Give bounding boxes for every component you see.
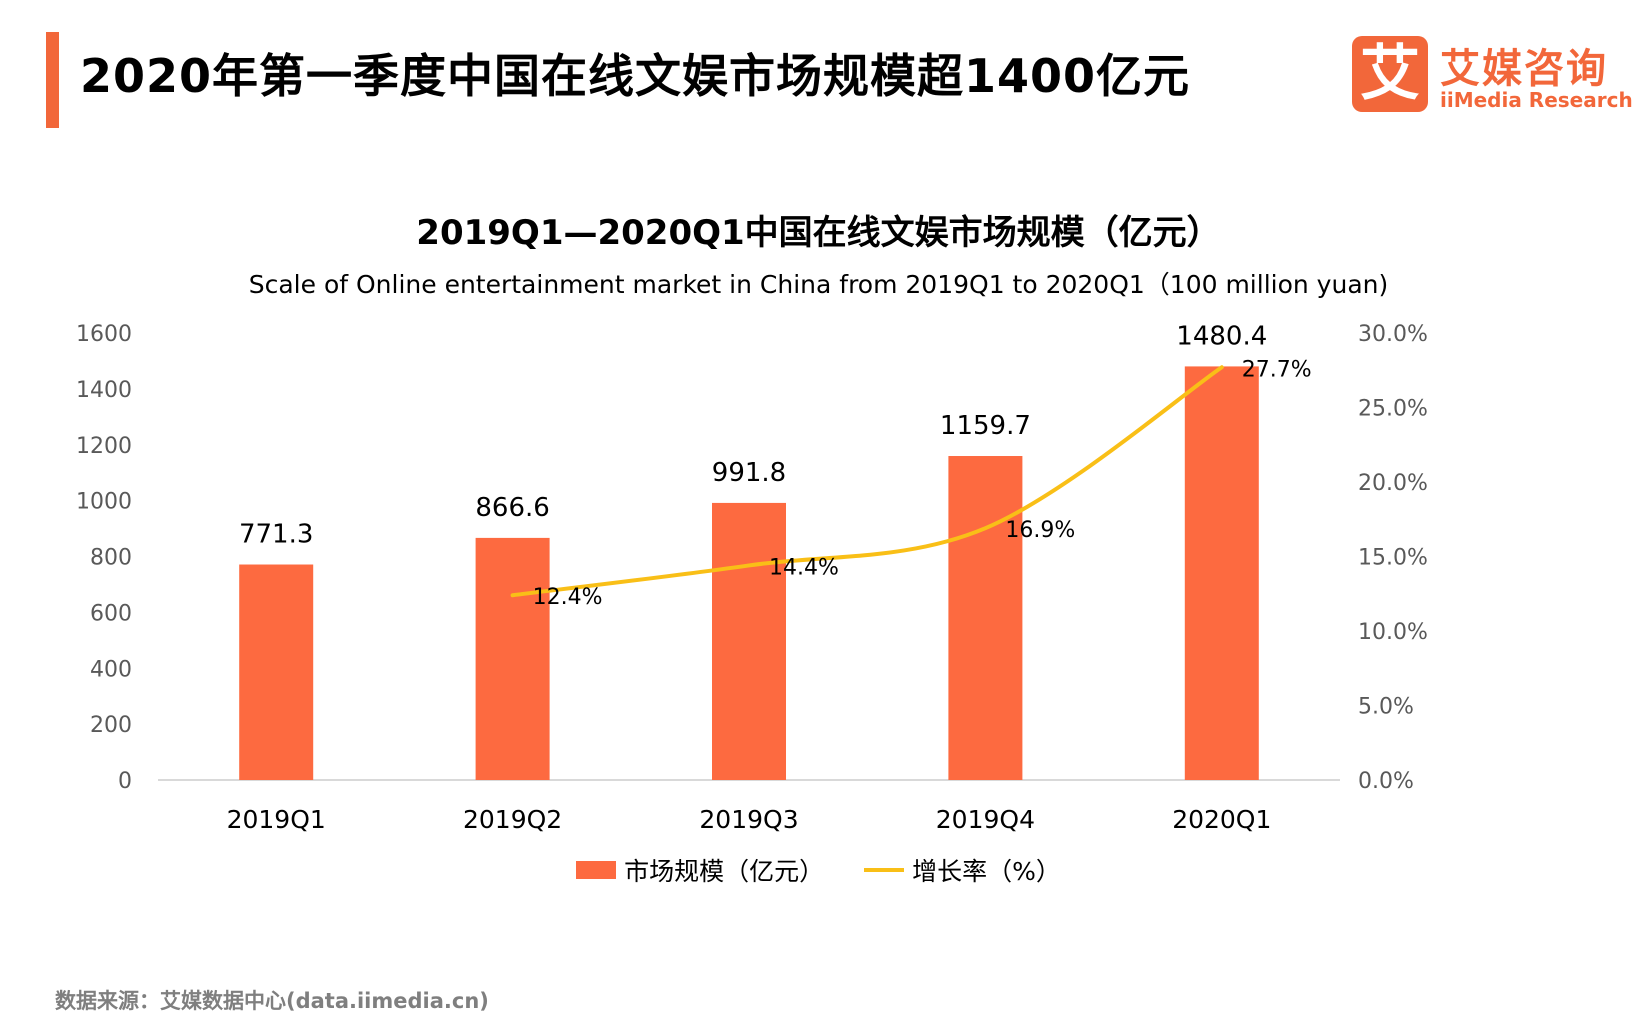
chart-legend: 市场规模（亿元） 增长率（%） (0, 852, 1637, 888)
growth-rate-label: 12.4% (533, 585, 603, 610)
y-right-tick-label: 15.0% (1358, 546, 1428, 571)
chart-title: 2019Q1—2020Q1中国在线文娱市场规模（亿元） (416, 213, 1221, 253)
y-right-tick-label: 10.0% (1358, 620, 1428, 645)
y-right-tick-label: 25.0% (1358, 397, 1428, 422)
bar-value-label: 866.6 (475, 493, 549, 523)
bar-value-label: 1159.7 (940, 411, 1031, 441)
brand-logo: 艾 艾媒咨询 iiMedia Research (1352, 36, 1633, 116)
legend-line-label: 增长率（%） (912, 857, 1061, 886)
y-left-tick-label: 200 (90, 713, 132, 738)
page-headline: 2020年第一季度中国在线文娱市场规模超1400亿元 (80, 49, 1191, 103)
headline-accent-bar (46, 32, 59, 128)
logo-name-cn: 艾媒咨询 (1440, 46, 1608, 92)
data-source: 数据来源：艾媒数据中心(data.iimedia.cn) (55, 989, 489, 1013)
growth-rate-label: 14.4% (769, 555, 839, 580)
y-right-tick-label: 20.0% (1358, 471, 1428, 496)
legend-bar-swatch (576, 861, 617, 879)
logo-mark: 艾 (1352, 36, 1428, 112)
bar-value-label: 771.3 (239, 520, 313, 550)
legend-bar-label: 市场规模（亿元） (624, 857, 825, 886)
y-left-tick-label: 1600 (76, 322, 132, 347)
legend-item-bar: 市场规模（亿元） (576, 852, 824, 888)
x-tick-label: 2019Q1 (227, 805, 326, 834)
y-left-tick-label: 1400 (76, 378, 132, 403)
bar (1184, 366, 1259, 780)
bar (239, 564, 314, 780)
x-tick-label: 2019Q2 (463, 805, 562, 834)
y-left-tick-label: 1000 (76, 490, 132, 515)
bar (712, 502, 786, 780)
x-tick-label: 2020Q1 (1172, 805, 1271, 834)
legend-item-line: 增长率（%） (864, 852, 1061, 888)
growth-rate-label: 16.9% (1005, 518, 1075, 543)
bar (475, 537, 550, 780)
y-left-tick-label: 800 (90, 546, 132, 571)
logo-name-en: iiMedia Research (1440, 88, 1633, 112)
chart-subtitle: Scale of Online entertainment market in … (248, 270, 1389, 299)
bar-value-label: 1480.4 (1176, 321, 1267, 351)
bar (948, 456, 1023, 780)
growth-rate-label: 27.7% (1242, 357, 1312, 382)
legend-line-swatch (864, 868, 905, 872)
y-right-tick-label: 0.0% (1358, 769, 1414, 794)
growth-rate-line (510, 365, 1224, 598)
y-left-tick-label: 600 (90, 601, 132, 626)
y-left-tick-label: 400 (90, 657, 132, 682)
x-tick-label: 2019Q3 (699, 805, 798, 834)
y-left-tick-label: 0 (118, 769, 132, 794)
bar-value-label: 991.8 (712, 458, 786, 488)
x-tick-label: 2019Q4 (936, 805, 1035, 834)
y-left-tick-label: 1200 (76, 434, 132, 459)
y-right-tick-label: 30.0% (1358, 322, 1428, 347)
y-right-tick-label: 5.0% (1358, 695, 1414, 720)
